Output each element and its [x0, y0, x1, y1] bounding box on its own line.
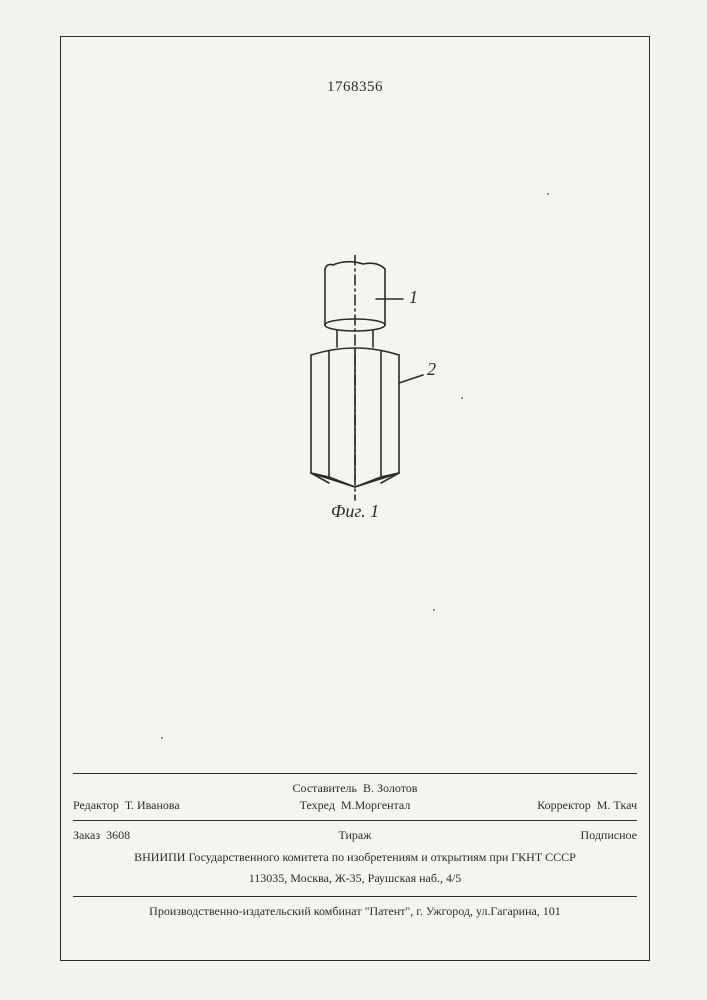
label: Составитель — [293, 781, 357, 795]
value: Т. Иванова — [125, 798, 180, 812]
page-frame: 1768356 — [60, 36, 650, 961]
label: Техред — [300, 798, 335, 812]
figure-caption: Фиг. 1 — [331, 501, 379, 522]
value: Подписное — [581, 828, 638, 842]
order: Заказ 3608 — [73, 827, 259, 844]
callout-1: 1 — [409, 287, 418, 308]
printer-line: Производственно-издательский комбинат "П… — [73, 903, 637, 920]
editor: Редактор Т. Иванова — [73, 797, 259, 814]
metadata-block: Составитель В. Золотов Редактор Т. Ивано… — [73, 767, 637, 920]
metadata-cell — [468, 780, 637, 797]
divider — [73, 820, 637, 821]
noise-dot — [547, 193, 549, 195]
subscription: Подписное — [451, 827, 637, 844]
figure-svg — [255, 255, 455, 505]
org-line-2: 113035, Москва, Ж-35, Раушская наб., 4/5 — [73, 870, 637, 887]
label: Заказ — [73, 828, 100, 842]
noise-dot — [461, 397, 463, 399]
noise-dot — [161, 737, 163, 739]
corrector: Корректор М. Ткач — [451, 797, 637, 814]
value: В. Золотов — [363, 781, 417, 795]
figure-1: 1 2 — [255, 255, 455, 505]
value: 3608 — [106, 828, 130, 842]
label: Редактор — [73, 798, 119, 812]
divider-thick — [73, 896, 637, 897]
value: М.Моргентал — [341, 798, 410, 812]
callout-2: 2 — [427, 359, 436, 380]
org-line-1: ВНИИПИ Государственного комитета по изоб… — [73, 849, 637, 866]
label: Корректор — [537, 798, 591, 812]
divider — [73, 773, 637, 774]
noise-dot — [433, 609, 435, 611]
value: М. Ткач — [597, 798, 637, 812]
techred: Техред М.Моргентал — [259, 797, 451, 814]
label: Тираж — [338, 828, 371, 842]
tirazh: Тираж — [259, 827, 451, 844]
document-number: 1768356 — [61, 79, 649, 96]
metadata-cell — [73, 780, 242, 797]
compiler: Составитель В. Золотов — [242, 780, 468, 797]
